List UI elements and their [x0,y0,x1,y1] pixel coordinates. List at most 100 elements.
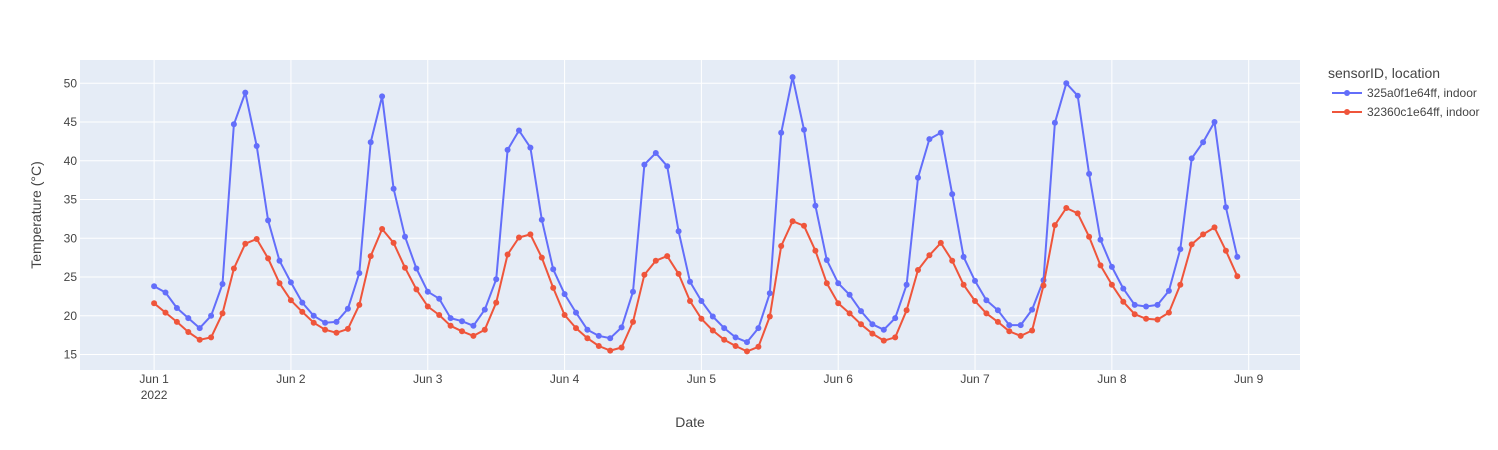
data-point [310,312,317,319]
data-point [994,307,1001,314]
data-point [1063,205,1070,211]
data-point [481,306,488,313]
data-point [812,247,819,254]
x-tick-label: Jun 4 [550,372,580,386]
data-point [994,318,1001,325]
data-point [516,234,522,241]
data-point [1143,315,1150,322]
data-point [561,312,568,318]
data-point [641,271,648,278]
data-point [276,280,283,287]
data-point [846,291,853,298]
x-tick-sublabel: 2022 [141,388,168,402]
data-point [208,334,215,341]
data-point [801,126,807,133]
data-point [1006,322,1013,329]
data-point [402,233,408,240]
data-point [584,326,591,333]
y-axis-ticks: 15 20 25 30 35 40 45 50 [64,76,78,361]
data-point [926,252,933,259]
data-point [789,74,796,81]
data-point [527,144,534,151]
data-point [1040,282,1047,289]
data-point [721,336,728,343]
data-point [1017,332,1024,339]
data-point [937,129,944,136]
data-point [1154,316,1161,323]
data-point [173,318,180,325]
data-point [789,218,796,225]
data-point [892,334,899,341]
data-point [516,127,522,134]
data-point [333,318,340,325]
data-point [1222,204,1229,211]
data-point [287,279,294,286]
data-point [253,236,260,242]
data-point [379,226,386,232]
data-point [1120,285,1127,292]
data-point [892,315,899,322]
x-tick-label: Jun 6 [824,372,854,386]
data-point [675,228,682,235]
data-point [1143,303,1150,310]
legend-item[interactable]: 32360c1e64ff, indoor [1332,105,1480,119]
data-point [356,270,363,277]
data-point [1188,155,1195,162]
data-point [424,303,431,310]
data-point [835,280,842,287]
data-point [367,139,374,146]
data-point [470,332,477,339]
data-point [869,321,876,328]
data-point [538,216,545,223]
data-point [561,291,568,298]
data-point [573,325,579,332]
data-point [1211,119,1218,125]
y-tick-label: 35 [64,193,78,207]
data-point [493,299,500,306]
data-point [949,257,956,264]
x-tick-label: Jun 1 [139,372,169,386]
data-point [1108,281,1115,288]
data-point [778,129,785,136]
data-point [915,267,921,273]
data-point [344,325,351,332]
data-point [230,265,237,272]
data-point [869,330,876,337]
data-point [459,328,465,335]
data-point [607,335,614,342]
legend-item[interactable]: 325a0f1e64ff, indoor [1332,86,1477,100]
data-point [1200,231,1207,238]
data-point [527,231,534,238]
data-point [1097,236,1104,243]
data-point [379,93,386,100]
plot-background [80,60,1300,370]
data-point [219,310,226,317]
data-point [960,253,967,260]
x-tick-label: Jun 5 [687,372,717,386]
data-point [903,307,910,314]
data-point [983,310,990,317]
data-point [618,324,625,331]
data-point [687,278,693,285]
data-point [698,298,705,304]
legend-title: sensorID, location [1328,65,1440,81]
series-1 [151,74,1241,346]
data-point [903,281,910,288]
data-point [1120,298,1127,305]
data-point [630,318,636,325]
data-point [208,312,215,319]
data-point [766,313,773,320]
data-point [390,239,397,246]
data-point [333,329,340,336]
legend[interactable]: sensorID, location 325a0f1e64ff, indoor 3… [1328,65,1480,119]
data-point [595,343,602,349]
data-point [402,264,408,271]
data-point [162,309,169,316]
data-point [550,266,557,273]
data-point [937,239,944,246]
data-point [1177,281,1184,288]
data-point [835,300,842,307]
data-point [812,202,819,209]
data-point [607,347,614,354]
